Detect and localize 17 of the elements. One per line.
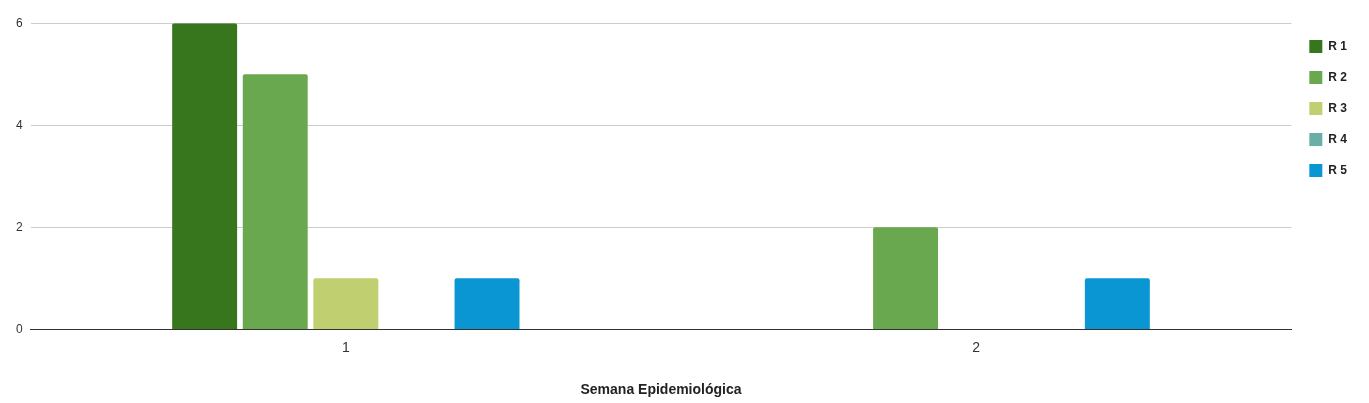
bar bbox=[172, 23, 238, 329]
bar bbox=[873, 227, 939, 329]
y-tick-label: 4 bbox=[15, 117, 23, 132]
x-axis-title: Semana Epidemiológica bbox=[580, 381, 742, 398]
bar bbox=[454, 278, 520, 329]
x-tick-label: 1 bbox=[341, 338, 350, 355]
legend-label: R 3 bbox=[1328, 100, 1348, 115]
legend-label: R 2 bbox=[1328, 69, 1348, 84]
y-tick-label: 6 bbox=[15, 15, 23, 30]
legend-label: R 4 bbox=[1328, 131, 1348, 146]
bar bbox=[1084, 278, 1150, 329]
y-tick-label: 0 bbox=[15, 321, 23, 336]
bar bbox=[313, 278, 379, 329]
y-tick-label: 2 bbox=[15, 219, 23, 234]
legend-label: R 5 bbox=[1328, 162, 1348, 177]
bar bbox=[242, 74, 308, 329]
legend-label: R 1 bbox=[1328, 38, 1348, 53]
